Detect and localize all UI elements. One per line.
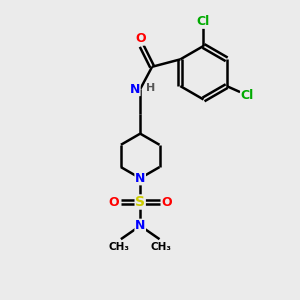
Text: N: N — [135, 172, 146, 185]
Text: S: S — [135, 195, 145, 209]
Text: Cl: Cl — [241, 88, 254, 101]
Text: CH₃: CH₃ — [151, 242, 172, 252]
Text: O: O — [108, 196, 119, 208]
Text: H: H — [146, 82, 155, 93]
Text: N: N — [130, 82, 140, 96]
Text: CH₃: CH₃ — [109, 242, 130, 252]
Text: O: O — [135, 32, 146, 45]
Text: O: O — [162, 196, 172, 208]
Text: N: N — [135, 219, 146, 232]
Text: Cl: Cl — [197, 15, 210, 28]
